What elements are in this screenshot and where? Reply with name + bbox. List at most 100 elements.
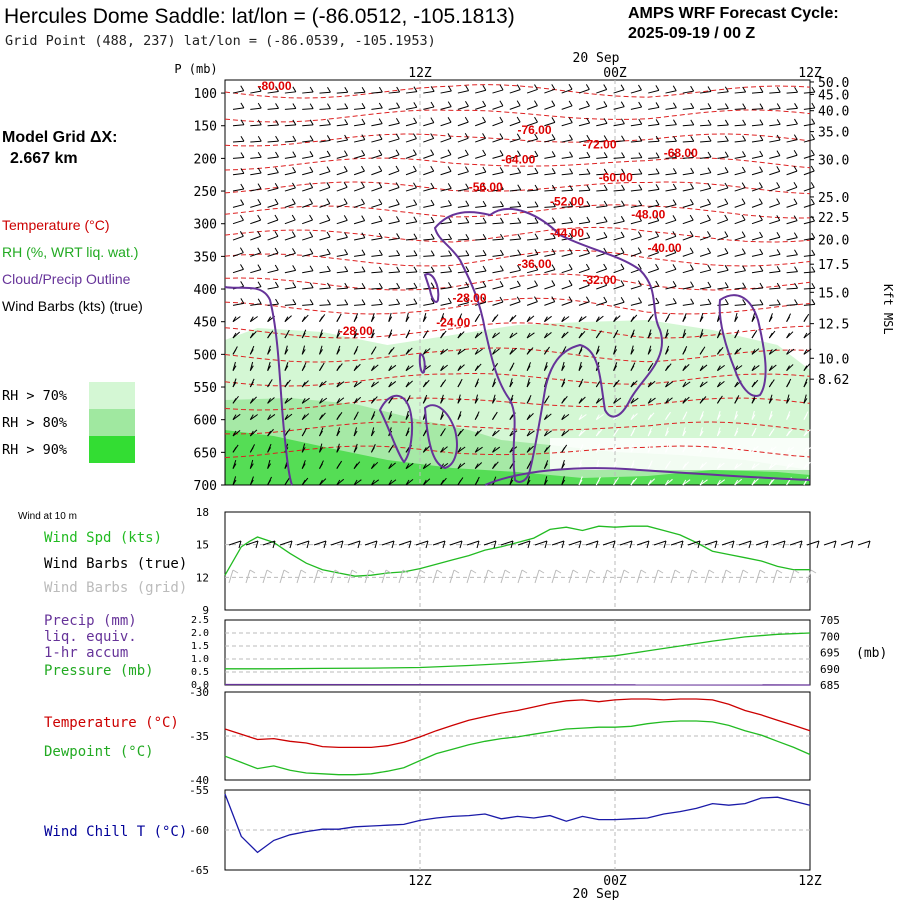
barb-flag bbox=[620, 263, 625, 270]
barb-flag bbox=[267, 365, 272, 371]
temperature-label-8: -48.00 bbox=[631, 207, 665, 221]
barb-flag bbox=[516, 116, 521, 123]
barb-staff bbox=[336, 139, 348, 143]
true-wind-barb-flag bbox=[629, 540, 633, 549]
barb-flag bbox=[526, 414, 531, 420]
barb-staff bbox=[527, 238, 539, 241]
barb-staff bbox=[336, 91, 348, 94]
barb-flag bbox=[526, 430, 531, 437]
barb-staff bbox=[509, 189, 521, 192]
barb-flag bbox=[257, 119, 262, 126]
barb-staff bbox=[319, 139, 331, 143]
barb-flag bbox=[240, 136, 245, 142]
barb-flag bbox=[751, 447, 756, 453]
barb-staff bbox=[232, 302, 244, 306]
barb-flag bbox=[595, 479, 600, 486]
barb-staff bbox=[405, 154, 417, 159]
barb-staff bbox=[596, 139, 608, 143]
series-line-0 bbox=[224, 698, 811, 749]
barb-flag bbox=[673, 136, 677, 142]
barb-flag bbox=[509, 316, 514, 322]
true-wind-barb-flag bbox=[391, 540, 395, 549]
barb-flag bbox=[240, 281, 245, 287]
temperature-label-13: -28.00 bbox=[453, 291, 487, 305]
barb-staff bbox=[786, 154, 798, 159]
true-wind-barb-flag bbox=[867, 540, 871, 549]
true-wind-barb-flag bbox=[816, 540, 820, 549]
barb-flag bbox=[465, 101, 469, 107]
barb-flag bbox=[637, 263, 642, 270]
barb-staff bbox=[509, 332, 518, 339]
barb-staff bbox=[388, 303, 400, 306]
kft-tick-4: 30.0 bbox=[818, 154, 849, 169]
barb-flag bbox=[603, 118, 608, 124]
true-wind-barb-flag bbox=[425, 540, 429, 549]
barb-flag bbox=[239, 231, 244, 237]
barb-staff bbox=[561, 413, 570, 421]
barb-flag bbox=[344, 266, 349, 272]
barb-staff bbox=[630, 285, 642, 290]
barb-staff bbox=[492, 154, 504, 159]
barb-staff bbox=[354, 254, 366, 257]
grid-wind-barb-flag bbox=[521, 569, 528, 574]
barb-flag bbox=[620, 118, 625, 125]
barb-flag bbox=[751, 365, 756, 371]
barb-staff bbox=[302, 140, 314, 143]
barb-flag bbox=[292, 282, 297, 288]
temperature-contour-6 bbox=[224, 226, 811, 243]
barb-flag bbox=[327, 103, 331, 109]
barb-staff bbox=[596, 156, 608, 159]
barb-staff bbox=[371, 479, 380, 486]
barb-flag bbox=[699, 332, 704, 339]
barb-staff bbox=[751, 270, 763, 274]
barb-flag bbox=[534, 84, 538, 90]
barb-flag bbox=[232, 430, 237, 437]
barb-staff bbox=[232, 124, 244, 127]
barb-staff bbox=[527, 253, 539, 257]
barb-staff bbox=[302, 155, 314, 159]
barb-flag bbox=[447, 166, 452, 172]
barb-flag bbox=[742, 119, 747, 126]
barb-staff bbox=[250, 90, 262, 94]
barb-staff bbox=[734, 203, 746, 208]
barb-flag bbox=[370, 479, 375, 486]
barb-flag bbox=[647, 316, 652, 322]
barb-flag bbox=[741, 198, 746, 204]
barb-staff bbox=[769, 236, 781, 241]
barb-flag bbox=[370, 463, 375, 469]
barb-staff bbox=[613, 284, 625, 290]
kft-tick-9: 15.0 bbox=[818, 286, 849, 301]
barb-staff bbox=[492, 254, 504, 257]
barb-flag bbox=[655, 152, 660, 158]
true-wind-barb bbox=[245, 540, 259, 546]
barb-flag bbox=[724, 119, 729, 126]
barb-flag bbox=[620, 84, 625, 90]
barb-staff bbox=[336, 253, 348, 257]
barb-staff bbox=[613, 123, 625, 127]
grid-wind-barb-flag bbox=[283, 569, 290, 574]
barb-staff bbox=[717, 187, 729, 192]
forecast-cycle-value: 2025-09-19 / 00 Z bbox=[628, 25, 755, 42]
barb-flag bbox=[249, 414, 254, 420]
barb-flag bbox=[267, 349, 272, 355]
barb-flag bbox=[240, 199, 245, 205]
barb-staff bbox=[440, 106, 452, 110]
barb-staff bbox=[544, 269, 556, 274]
barb-staff bbox=[665, 381, 674, 388]
barb-flag bbox=[292, 135, 297, 142]
barb-flag bbox=[578, 381, 583, 388]
barb-flag bbox=[630, 447, 635, 453]
barb-flag bbox=[440, 398, 445, 404]
barb-staff bbox=[682, 140, 694, 143]
grid-wind-barb bbox=[687, 569, 693, 584]
barb-flag bbox=[319, 316, 323, 322]
barb-staff bbox=[509, 238, 521, 241]
barb-flag bbox=[396, 282, 401, 289]
barb-staff bbox=[319, 253, 331, 257]
barb-flag bbox=[543, 349, 548, 355]
barb-staff bbox=[457, 348, 466, 355]
true-wind-barb-flag bbox=[493, 540, 497, 549]
barb-staff bbox=[492, 332, 501, 339]
temperature-contour-3 bbox=[224, 157, 811, 171]
barb-flag bbox=[336, 365, 341, 371]
